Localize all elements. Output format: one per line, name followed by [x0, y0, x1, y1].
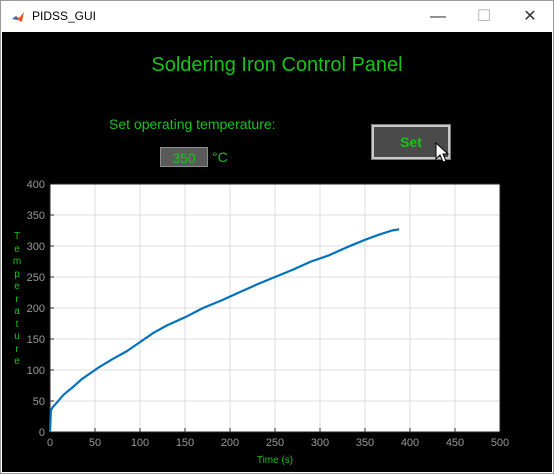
y-axis-label-char: u [14, 331, 20, 342]
y-tick-label: 300 [27, 241, 45, 253]
mouse-cursor-icon [435, 142, 450, 163]
x-tick-label: 450 [446, 437, 464, 449]
maximize-button[interactable]: ☐ [476, 8, 492, 25]
y-axis-label-char: r [15, 293, 19, 305]
x-tick-label: 350 [356, 437, 374, 449]
figure-panel: Soldering Iron Control Panel Set operati… [2, 32, 552, 472]
y-tick-label: 50 [33, 396, 45, 408]
x-tick-label: 300 [311, 437, 329, 449]
x-tick-label: 200 [221, 437, 239, 449]
set-button[interactable]: Set [371, 124, 451, 160]
y-tick-label: 250 [27, 272, 45, 284]
temperature-input[interactable]: 350 [160, 147, 208, 167]
window-title: PIDSS_GUI [32, 9, 97, 23]
x-tick-label: 50 [89, 437, 101, 449]
y-tick-label: 350 [27, 210, 45, 222]
x-tick-label: 150 [176, 437, 194, 449]
series-line [48, 228, 400, 433]
y-axis-label-char: e [14, 243, 20, 255]
y-tick-label: 150 [27, 334, 45, 346]
minimize-button[interactable]: — [430, 8, 446, 25]
x-axis-label: Time (s) [257, 455, 293, 466]
y-tick-label: 100 [27, 365, 45, 377]
y-axis-label-char: p [14, 268, 20, 280]
y-axis-label-char: m [12, 256, 22, 267]
y-axis-label-char: a [14, 306, 20, 317]
y-axis-label-char: e [14, 356, 20, 367]
panel-title: Soldering Iron Control Panel [151, 54, 403, 76]
y-axis-label-char: t [15, 318, 19, 330]
temperature-chart: 0 50 100 150 200 250 300 350 400 450 500 0 50 100 150 2… [27, 180, 510, 466]
x-tick-label: 250 [266, 437, 284, 449]
set-temperature-label: Set operating temperature: [109, 116, 276, 132]
x-tick-label: 500 [491, 437, 509, 449]
y-axis-label-char: r [15, 343, 19, 355]
y-tick-label: 0 [39, 427, 45, 439]
x-tick-label: 100 [131, 437, 149, 449]
y-tick-label: 400 [27, 180, 45, 191]
unit-label: °C [212, 149, 228, 165]
y-axis-label-char: e [14, 281, 20, 292]
x-tick-label: 400 [401, 437, 419, 449]
y-axis-label-char: T [13, 231, 21, 242]
x-tick-label: 0 [47, 437, 53, 449]
matlab-icon [12, 12, 24, 22]
close-button[interactable]: ✕ [523, 8, 537, 25]
title-bar[interactable]: PIDSS_GUI — ☐ ✕ [1, 1, 553, 32]
y-tick-label: 200 [27, 303, 45, 315]
